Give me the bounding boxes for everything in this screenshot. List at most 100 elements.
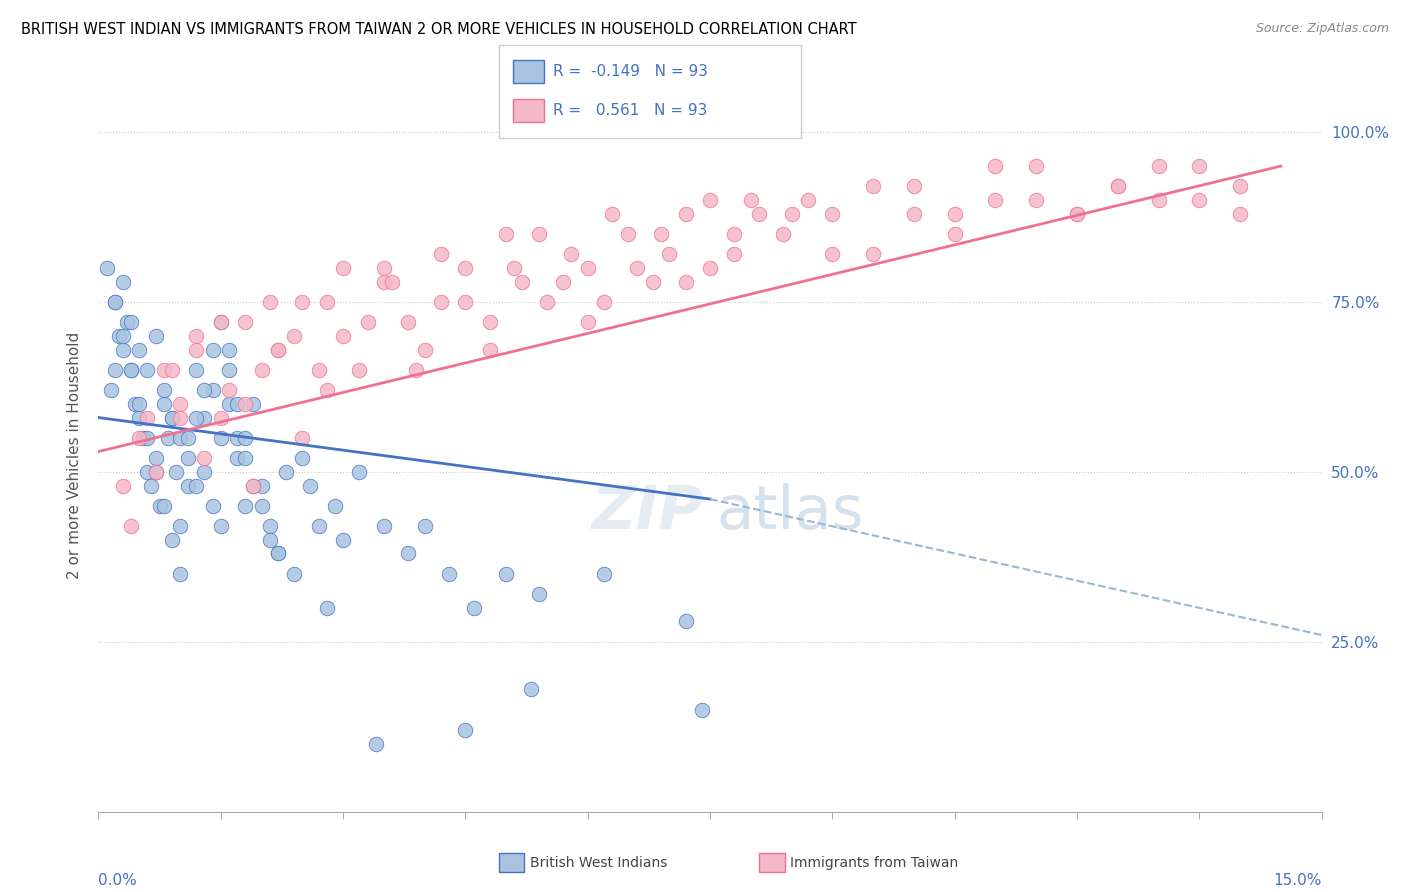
- Point: [1229, 207, 1251, 221]
- Text: 0.0%: 0.0%: [98, 873, 138, 888]
- Point: [1107, 179, 1129, 194]
- Point: [233, 451, 256, 466]
- Point: [267, 343, 290, 357]
- Point: [413, 519, 436, 533]
- Point: [104, 363, 127, 377]
- Point: [283, 329, 305, 343]
- Point: [218, 343, 240, 357]
- Point: [186, 343, 208, 357]
- Point: [478, 315, 501, 329]
- Point: [233, 499, 256, 513]
- Point: [356, 315, 378, 329]
- Point: [193, 465, 215, 479]
- Point: [1025, 193, 1047, 207]
- Text: British West Indians: British West Indians: [530, 855, 668, 870]
- Point: [242, 478, 264, 492]
- Point: [984, 159, 1007, 173]
- Point: [111, 343, 134, 357]
- Point: [413, 343, 436, 357]
- Point: [283, 566, 305, 581]
- Point: [250, 478, 273, 492]
- Point: [373, 260, 395, 275]
- Point: [120, 363, 142, 377]
- Point: [160, 533, 183, 547]
- Point: [675, 615, 697, 629]
- Point: [463, 600, 485, 615]
- Point: [1107, 179, 1129, 194]
- Point: [226, 431, 249, 445]
- Point: [152, 397, 174, 411]
- Point: [104, 295, 127, 310]
- Text: R =  -0.149   N = 93: R = -0.149 N = 93: [553, 64, 707, 78]
- Point: [108, 329, 131, 343]
- Point: [169, 431, 191, 445]
- Point: [145, 465, 167, 479]
- Point: [132, 431, 155, 445]
- Point: [96, 260, 118, 275]
- Point: [560, 247, 582, 261]
- Point: [1188, 193, 1211, 207]
- Point: [152, 499, 174, 513]
- Point: [152, 363, 174, 377]
- Point: [169, 410, 191, 425]
- Point: [120, 363, 142, 377]
- Point: [772, 227, 794, 241]
- Text: Immigrants from Taiwan: Immigrants from Taiwan: [790, 855, 959, 870]
- Point: [259, 519, 281, 533]
- Point: [226, 451, 249, 466]
- Point: [740, 193, 762, 207]
- Point: [218, 384, 240, 398]
- Point: [699, 260, 721, 275]
- Point: [186, 478, 208, 492]
- Point: [201, 499, 224, 513]
- Point: [209, 410, 232, 425]
- Point: [120, 519, 142, 533]
- Text: ZIP: ZIP: [592, 483, 704, 541]
- Point: [903, 207, 925, 221]
- Point: [650, 227, 672, 241]
- Point: [274, 465, 297, 479]
- Point: [748, 207, 770, 221]
- Point: [1066, 207, 1088, 221]
- Point: [396, 315, 419, 329]
- Point: [675, 275, 697, 289]
- Point: [821, 247, 844, 261]
- Point: [373, 519, 395, 533]
- Point: [495, 566, 517, 581]
- Point: [593, 295, 616, 310]
- Point: [430, 295, 453, 310]
- Point: [600, 207, 623, 221]
- Point: [128, 431, 150, 445]
- Point: [495, 227, 517, 241]
- Point: [193, 384, 215, 398]
- Point: [641, 275, 664, 289]
- Point: [111, 478, 134, 492]
- Point: [308, 519, 330, 533]
- Point: [145, 465, 167, 479]
- Point: [145, 329, 167, 343]
- Point: [984, 193, 1007, 207]
- Point: [675, 207, 697, 221]
- Point: [373, 275, 395, 289]
- Point: [658, 247, 681, 261]
- Point: [209, 519, 232, 533]
- Point: [233, 431, 256, 445]
- Point: [1066, 207, 1088, 221]
- Point: [381, 275, 404, 289]
- Point: [1147, 159, 1170, 173]
- Text: R =   0.561   N = 93: R = 0.561 N = 93: [553, 103, 707, 118]
- Point: [186, 363, 208, 377]
- Point: [503, 260, 526, 275]
- Point: [120, 315, 142, 329]
- Point: [209, 315, 232, 329]
- Point: [315, 384, 337, 398]
- Point: [308, 363, 330, 377]
- Point: [149, 499, 172, 513]
- Point: [186, 329, 208, 343]
- Point: [821, 207, 844, 221]
- Point: [454, 295, 477, 310]
- Point: [259, 533, 281, 547]
- Point: [943, 227, 966, 241]
- Point: [593, 566, 616, 581]
- Text: atlas: atlas: [716, 483, 863, 541]
